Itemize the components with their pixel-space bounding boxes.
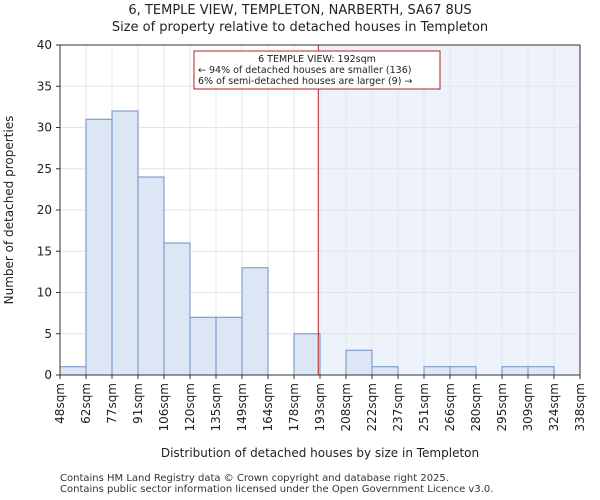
x-tick-label: 149sqm [235, 383, 249, 431]
bar-106sqm [163, 242, 191, 376]
bar-309sqm [527, 366, 555, 376]
x-tick-label: 280sqm [469, 383, 483, 431]
x-tick-label: 237sqm [391, 383, 405, 431]
bar-266sqm [449, 366, 477, 376]
x-tick-label: 48sqm [53, 383, 67, 424]
x-tick-label: 164sqm [261, 383, 275, 431]
x-tick-label: 135sqm [209, 383, 223, 431]
y-tick-label: 0 [44, 368, 52, 382]
x-tick-label: 309sqm [521, 383, 535, 431]
bar-295sqm [501, 366, 529, 376]
x-tick-label: 62sqm [79, 383, 93, 424]
y-tick-label: 30 [37, 121, 52, 135]
bar-91sqm [137, 176, 165, 376]
annotation-box [193, 50, 441, 90]
x-tick-label: 338sqm [573, 383, 587, 431]
bar-149sqm [241, 267, 269, 376]
y-tick-label: 10 [37, 286, 52, 300]
x-tick-label: 208sqm [339, 383, 353, 431]
annotation-line2: ← 94% of detached houses are smaller (13… [198, 65, 411, 76]
x-tick-label: 222sqm [365, 383, 379, 431]
x-tick-label: 91sqm [131, 383, 145, 424]
x-tick-label: 120sqm [183, 383, 197, 431]
y-axis-label: Number of detached properties [2, 116, 16, 305]
y-tick-label: 40 [37, 38, 52, 52]
x-tick-label: 77sqm [105, 383, 119, 424]
x-tick-label: 295sqm [495, 383, 509, 431]
bar-77sqm [111, 110, 139, 376]
x-tick-label: 106sqm [157, 383, 171, 431]
bar-251sqm [423, 366, 451, 376]
bar-48sqm [59, 366, 87, 376]
bar-222sqm [371, 366, 399, 376]
y-tick-label: 20 [37, 203, 52, 217]
annotation-line1: 6 TEMPLE VIEW: 192sqm [258, 54, 376, 65]
bar-178sqm [293, 333, 321, 376]
footer-copyright: Contains HM Land Registry data © Crown c… [60, 473, 449, 484]
footer-licence: Contains public sector information licen… [60, 484, 494, 495]
y-tick-label: 15 [37, 244, 52, 258]
x-tick-label: 193sqm [313, 383, 327, 431]
chart-title-line2: Size of property relative to detached ho… [111, 20, 489, 35]
bar-208sqm [345, 349, 373, 376]
bar-62sqm [85, 118, 113, 376]
x-tick-label: 266sqm [443, 383, 457, 431]
y-tick-label: 35 [37, 79, 52, 93]
bar-120sqm [189, 316, 217, 376]
x-tick-label: 178sqm [287, 383, 301, 431]
y-tick-label: 25 [37, 162, 52, 176]
x-tick-label: 251sqm [417, 383, 431, 431]
x-tick-label: 324sqm [547, 383, 561, 431]
x-axis-label: Distribution of detached houses by size … [161, 446, 479, 460]
chart-title-line1: 6, TEMPLE VIEW, TEMPLETON, NARBERTH, SA6… [128, 3, 472, 18]
bar-135sqm [215, 316, 243, 376]
y-tick-label: 5 [44, 327, 52, 341]
annotation-line3: 6% of semi-detached houses are larger (9… [198, 76, 412, 87]
